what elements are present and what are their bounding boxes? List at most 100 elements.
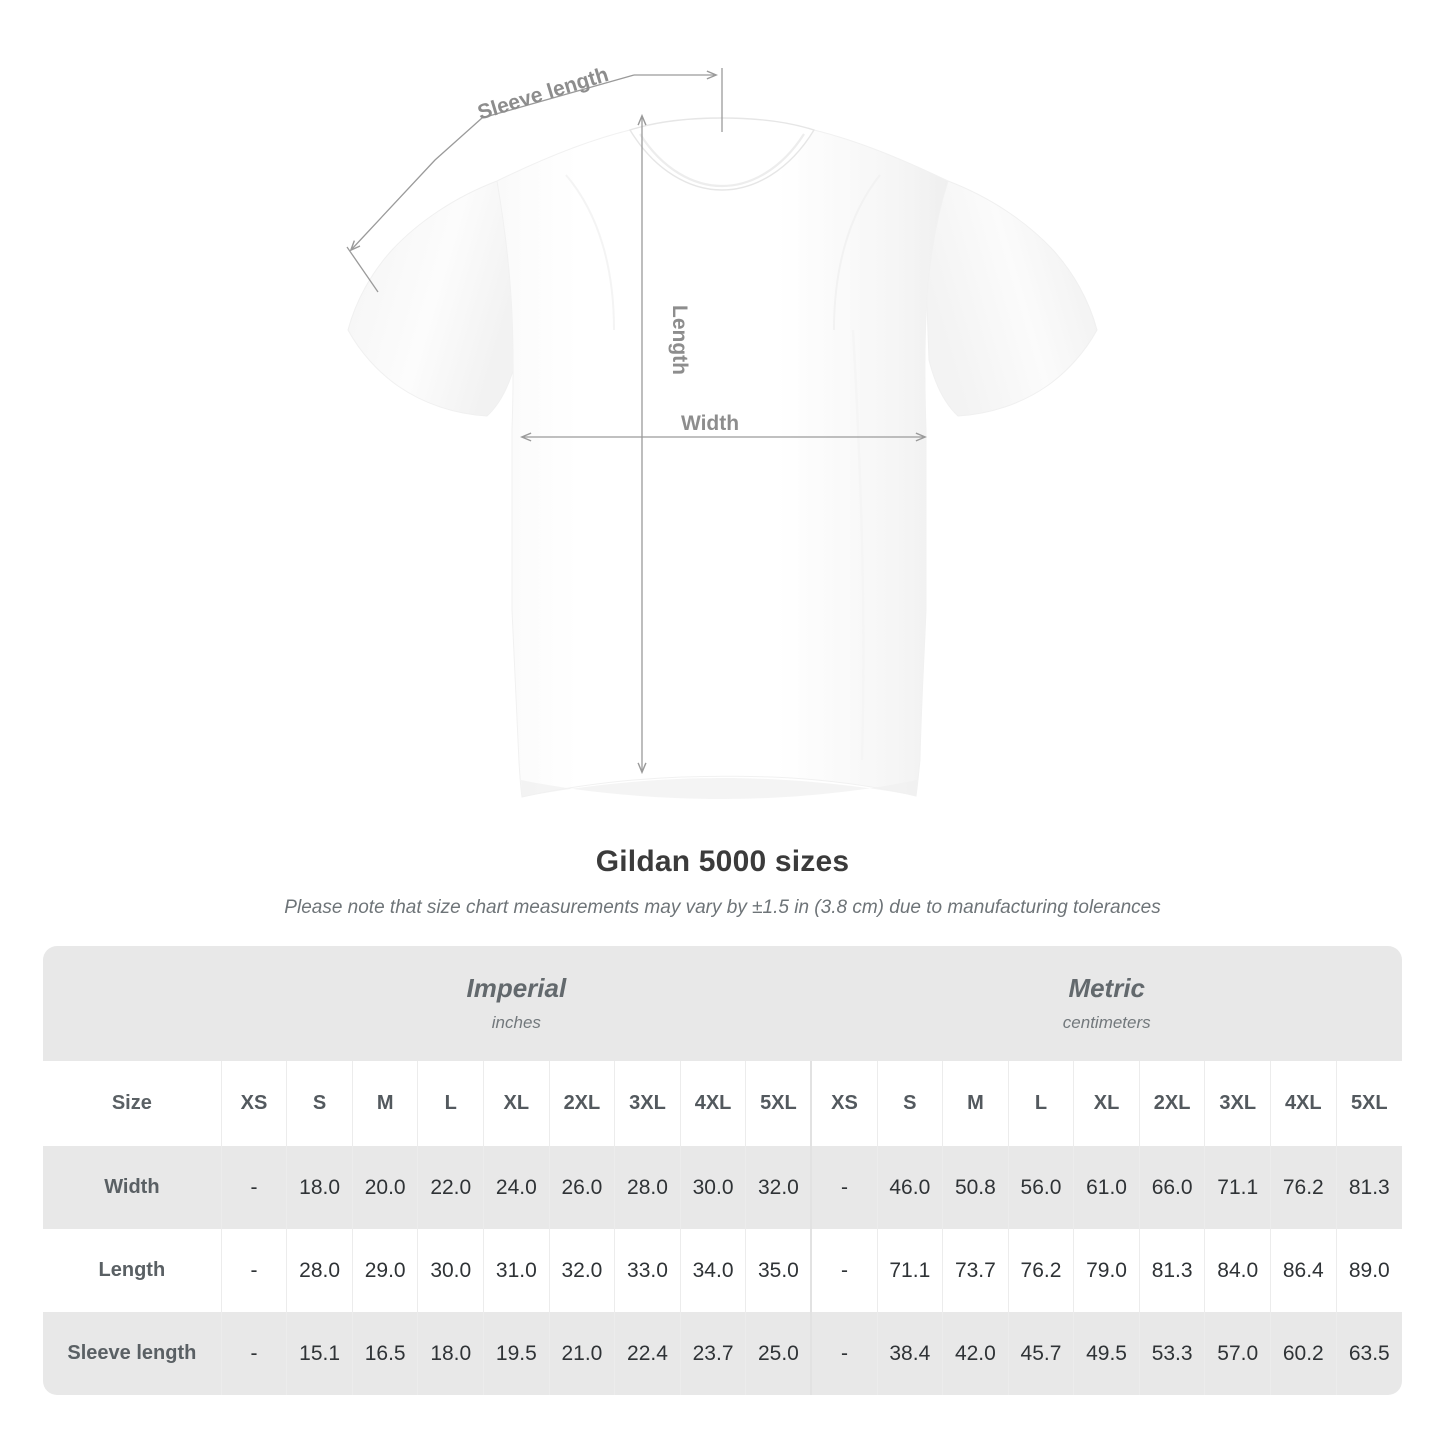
sleeve-length-dimension <box>346 68 723 293</box>
cell-sleeve-metric-s: 38.4 <box>876 1312 943 1395</box>
table-row: Sleeve length - 15.1 16.5 18.0 19.5 21.0… <box>43 1312 1402 1395</box>
cell-sleeve-imperial-4xl: 23.7 <box>679 1312 746 1395</box>
cell-width-imperial-xl: 24.0 <box>483 1146 550 1229</box>
cell-width-metric-xs: - <box>810 1146 878 1229</box>
size-header-metric-5xl: 5XL <box>1335 1061 1402 1146</box>
unit-header-spacer <box>43 946 222 1061</box>
size-header-imperial-5xl: 5XL <box>745 1061 812 1146</box>
size-header-imperial-m: M <box>351 1061 418 1146</box>
unit-header-row: Imperial inches Metric centimeters <box>43 946 1402 1061</box>
cell-length-imperial-3xl: 33.0 <box>614 1229 681 1312</box>
table-row: Width - 18.0 20.0 22.0 24.0 26.0 28.0 30… <box>43 1146 1402 1229</box>
cell-sleeve-metric-3xl: 57.0 <box>1204 1312 1271 1395</box>
size-header-metric-xl: XL <box>1073 1061 1140 1146</box>
cell-sleeve-metric-2xl: 53.3 <box>1138 1312 1205 1395</box>
cell-width-metric-5xl: 81.3 <box>1335 1146 1402 1229</box>
cell-width-imperial-5xl: 32.0 <box>745 1146 812 1229</box>
cell-length-metric-xl: 79.0 <box>1073 1229 1140 1312</box>
tshirt-illustration: Sleeve length Length Width <box>346 63 1098 799</box>
cell-sleeve-metric-xs: - <box>810 1312 878 1395</box>
cell-length-imperial-4xl: 34.0 <box>679 1229 746 1312</box>
cell-length-metric-4xl: 86.4 <box>1270 1229 1337 1312</box>
size-table-container: Imperial inches Metric centimeters Size … <box>43 946 1402 1395</box>
row-label-sleeve-length: Sleeve length <box>43 1312 222 1395</box>
size-header-imperial-s: S <box>286 1061 353 1146</box>
cell-width-metric-l: 56.0 <box>1007 1146 1074 1229</box>
cell-length-metric-3xl: 84.0 <box>1204 1229 1271 1312</box>
size-header-row: Size XS S M L XL 2XL 3XL 4XL 5XL XS S M … <box>43 1061 1402 1146</box>
cell-sleeve-metric-m: 42.0 <box>942 1312 1009 1395</box>
cell-width-imperial-2xl: 26.0 <box>548 1146 615 1229</box>
cell-sleeve-imperial-m: 16.5 <box>351 1312 418 1395</box>
cell-width-metric-m: 50.8 <box>942 1146 1009 1229</box>
cell-length-metric-2xl: 81.3 <box>1138 1229 1205 1312</box>
cell-length-imperial-s: 28.0 <box>286 1229 353 1312</box>
size-header-imperial-2xl: 2XL <box>548 1061 615 1146</box>
unit-header-metric: Metric centimeters <box>811 946 1402 1061</box>
cell-sleeve-imperial-2xl: 21.0 <box>548 1312 615 1395</box>
cell-sleeve-imperial-xl: 19.5 <box>483 1312 550 1395</box>
cell-length-imperial-l: 30.0 <box>417 1229 484 1312</box>
cell-length-metric-s: 71.1 <box>876 1229 943 1312</box>
title-block: Gildan 5000 sizes Please note that size … <box>0 843 1445 920</box>
size-chart-table: Imperial inches Metric centimeters Size … <box>43 946 1402 1395</box>
cell-length-metric-5xl: 89.0 <box>1335 1229 1402 1312</box>
length-label: Length <box>668 305 691 375</box>
cell-sleeve-metric-4xl: 60.2 <box>1270 1312 1337 1395</box>
width-label: Width <box>681 412 739 435</box>
column-header-size: Size <box>43 1061 222 1146</box>
cell-length-metric-l: 76.2 <box>1007 1229 1074 1312</box>
size-header-imperial-l: L <box>417 1061 484 1146</box>
sleeve-length-label: Sleeve length <box>475 63 611 125</box>
cell-length-metric-m: 73.7 <box>942 1229 1009 1312</box>
cell-width-imperial-m: 20.0 <box>351 1146 418 1229</box>
cell-width-metric-xl: 61.0 <box>1073 1146 1140 1229</box>
cell-sleeve-metric-xl: 49.5 <box>1073 1312 1140 1395</box>
cell-length-imperial-5xl: 35.0 <box>745 1229 812 1312</box>
size-header-imperial-xs: XS <box>220 1061 287 1146</box>
table-row: Length - 28.0 29.0 30.0 31.0 32.0 33.0 3… <box>43 1229 1402 1312</box>
cell-length-metric-xs: - <box>810 1229 878 1312</box>
cell-length-imperial-m: 29.0 <box>351 1229 418 1312</box>
page-title: Gildan 5000 sizes <box>595 845 850 878</box>
tolerance-note: Please note that size chart measurements… <box>284 897 1161 918</box>
tshirt-shape <box>347 117 1098 799</box>
size-header-metric-4xl: 4XL <box>1270 1061 1337 1146</box>
size-header-imperial-3xl: 3XL <box>614 1061 681 1146</box>
row-label-width: Width <box>43 1146 222 1229</box>
unit-sub-metric: centimeters <box>1062 1012 1151 1032</box>
size-header-metric-2xl: 2XL <box>1138 1061 1205 1146</box>
size-header-imperial-4xl: 4XL <box>679 1061 746 1146</box>
cell-sleeve-metric-5xl: 63.5 <box>1335 1312 1402 1395</box>
size-header-imperial-xl: XL <box>483 1061 550 1146</box>
size-header-metric-s: S <box>876 1061 943 1146</box>
row-label-length: Length <box>43 1229 222 1312</box>
cell-sleeve-imperial-3xl: 22.4 <box>614 1312 681 1395</box>
unit-name-imperial: Imperial <box>466 972 567 1003</box>
cell-width-imperial-l: 22.0 <box>417 1146 484 1229</box>
size-header-metric-xs: XS <box>810 1061 878 1146</box>
cell-width-imperial-xs: - <box>220 1146 287 1229</box>
cell-length-imperial-2xl: 32.0 <box>548 1229 615 1312</box>
cell-width-metric-4xl: 76.2 <box>1270 1146 1337 1229</box>
size-header-metric-m: M <box>942 1061 1009 1146</box>
cell-sleeve-imperial-s: 15.1 <box>286 1312 353 1395</box>
cell-width-imperial-3xl: 28.0 <box>614 1146 681 1229</box>
tshirt-diagram: Sleeve length Length Width <box>346 63 1098 799</box>
cell-width-imperial-s: 18.0 <box>286 1146 353 1229</box>
unit-sub-imperial: inches <box>491 1012 541 1032</box>
cell-width-metric-3xl: 71.1 <box>1204 1146 1271 1229</box>
cell-length-imperial-xs: - <box>220 1229 287 1312</box>
size-header-metric-3xl: 3XL <box>1204 1061 1271 1146</box>
cell-sleeve-metric-l: 45.7 <box>1007 1312 1074 1395</box>
cell-sleeve-imperial-5xl: 25.0 <box>745 1312 812 1395</box>
unit-name-metric: Metric <box>1068 972 1146 1003</box>
cell-width-metric-s: 46.0 <box>876 1146 943 1229</box>
size-header-metric-l: L <box>1007 1061 1074 1146</box>
cell-width-metric-2xl: 66.0 <box>1138 1146 1205 1229</box>
unit-header-imperial: Imperial inches <box>221 946 812 1061</box>
cell-length-imperial-xl: 31.0 <box>483 1229 550 1312</box>
cell-sleeve-imperial-l: 18.0 <box>417 1312 484 1395</box>
cell-width-imperial-4xl: 30.0 <box>679 1146 746 1229</box>
cell-sleeve-imperial-xs: - <box>220 1312 287 1395</box>
